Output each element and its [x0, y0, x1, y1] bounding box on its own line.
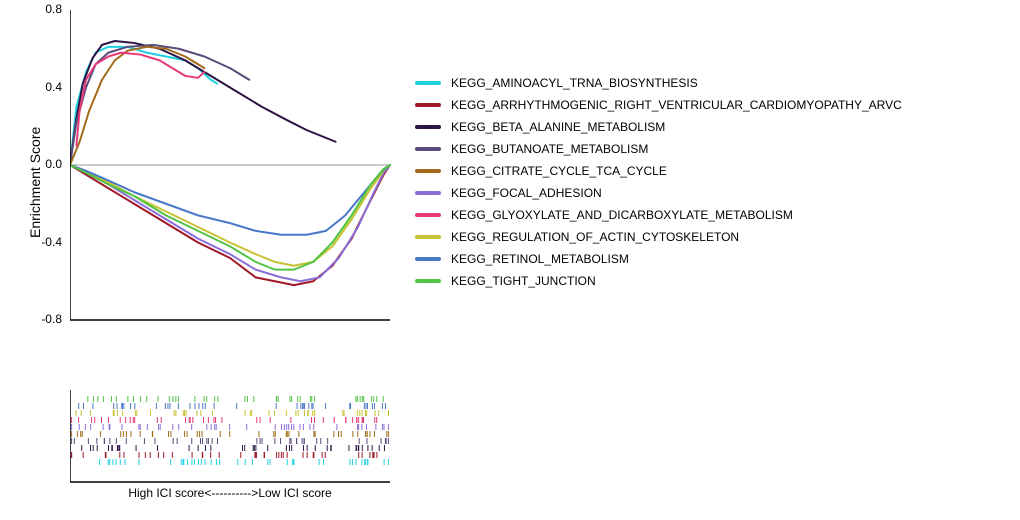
legend-label: KEGG_CITRATE_CYCLE_TCA_CYCLE: [451, 164, 667, 178]
legend-item: KEGG_REGULATION_OF_ACTIN_CYTOSKELETON: [415, 226, 902, 248]
rank-rug-plot: [70, 390, 392, 484]
legend-label: KEGG_BUTANOATE_METABOLISM: [451, 142, 648, 156]
y-tick: -0.8: [28, 312, 62, 326]
y-tick: -0.4: [28, 235, 62, 249]
legend-item: KEGG_ARRHYTHMOGENIC_RIGHT_VENTRICULAR_CA…: [415, 94, 902, 116]
legend-item: KEGG_CITRATE_CYCLE_TCA_CYCLE: [415, 160, 902, 182]
legend-label: KEGG_AMINOACYL_TRNA_BIOSYNTHESIS: [451, 76, 698, 90]
y-tick: 0.4: [28, 80, 62, 94]
legend-swatch: [415, 169, 441, 173]
y-tick: 0.8: [28, 2, 62, 16]
series-line: [70, 165, 390, 285]
x-axis-label: High ICI score<---------->Low ICI score: [70, 486, 390, 500]
legend-swatch: [415, 257, 441, 261]
enrichment-plot: [70, 10, 392, 322]
legend: KEGG_AMINOACYL_TRNA_BIOSYNTHESIS KEGG_ARR…: [415, 72, 902, 292]
legend-swatch: [415, 213, 441, 217]
legend-item: KEGG_GLYOXYLATE_AND_DICARBOXYLATE_METABO…: [415, 204, 902, 226]
legend-item: KEGG_BETA_ALANINE_METABOLISM: [415, 116, 902, 138]
legend-label: KEGG_REGULATION_OF_ACTIN_CYTOSKELETON: [451, 230, 739, 244]
legend-item: KEGG_AMINOACYL_TRNA_BIOSYNTHESIS: [415, 72, 902, 94]
legend-swatch: [415, 81, 441, 85]
legend-swatch: [415, 103, 441, 107]
legend-swatch: [415, 147, 441, 151]
y-tick: 0.0: [28, 157, 62, 171]
legend-item: KEGG_FOCAL_ADHESION: [415, 182, 902, 204]
legend-label: KEGG_GLYOXYLATE_AND_DICARBOXYLATE_METABO…: [451, 208, 793, 222]
legend-swatch: [415, 125, 441, 129]
legend-item: KEGG_TIGHT_JUNCTION: [415, 270, 902, 292]
legend-label: KEGG_TIGHT_JUNCTION: [451, 274, 596, 288]
gsea-figure: Enrichment Score -0.8-0.40.00.40.8 High …: [0, 0, 1020, 520]
legend-label: KEGG_BETA_ALANINE_METABOLISM: [451, 120, 665, 134]
legend-swatch: [415, 191, 441, 195]
series-line: [70, 165, 390, 235]
legend-item: KEGG_BUTANOATE_METABOLISM: [415, 138, 902, 160]
legend-swatch: [415, 279, 441, 283]
legend-label: KEGG_FOCAL_ADHESION: [451, 186, 602, 200]
legend-swatch: [415, 235, 441, 239]
legend-label: KEGG_RETINOL_METABOLISM: [451, 252, 629, 266]
legend-item: KEGG_RETINOL_METABOLISM: [415, 248, 902, 270]
legend-label: KEGG_ARRHYTHMOGENIC_RIGHT_VENTRICULAR_CA…: [451, 98, 902, 112]
series-line: [70, 41, 336, 165]
